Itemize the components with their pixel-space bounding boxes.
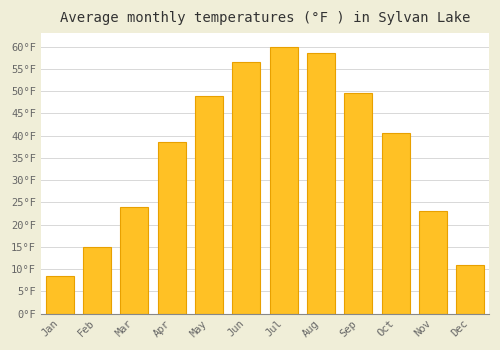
Title: Average monthly temperatures (°F ) in Sylvan Lake: Average monthly temperatures (°F ) in Sy… <box>60 11 470 25</box>
Bar <box>307 53 335 314</box>
Bar <box>382 133 409 314</box>
Bar <box>270 47 297 314</box>
Bar <box>456 265 484 314</box>
Bar <box>120 207 148 314</box>
Bar <box>83 247 111 314</box>
Bar <box>46 276 74 314</box>
Bar <box>158 142 186 314</box>
Bar <box>232 62 260 314</box>
Bar <box>419 211 447 314</box>
Bar <box>344 93 372 314</box>
Bar <box>195 96 223 314</box>
